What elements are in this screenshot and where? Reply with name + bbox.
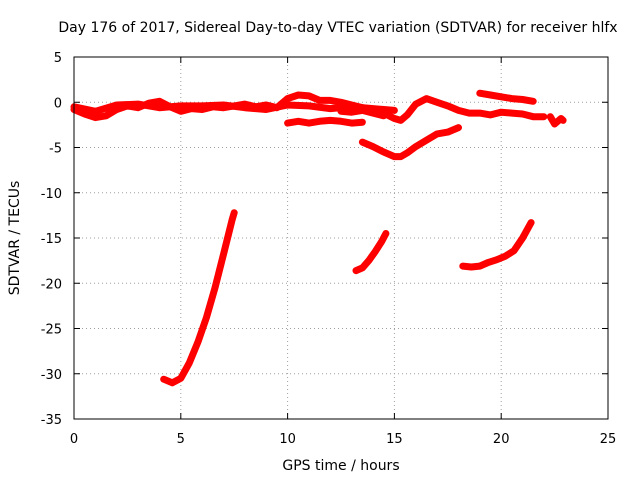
series-line-5	[476, 89, 537, 105]
axis-ticks	[73, 56, 609, 420]
series-line-9	[352, 230, 390, 275]
y-tick-label: -10	[41, 187, 62, 202]
y-tick-label: -25	[41, 323, 62, 338]
series-line-10	[459, 219, 535, 271]
y-tick-label: -35	[41, 413, 62, 428]
series-line-1	[70, 91, 548, 124]
x-tick-labels: 0 5 10 15 20 25	[70, 432, 616, 447]
y-tick-label: 0	[54, 96, 62, 111]
x-tick-label: 20	[493, 432, 510, 447]
x-tick-label: 10	[279, 432, 296, 447]
x-tick-label: 5	[177, 432, 185, 447]
series-line-6	[358, 124, 462, 161]
series-line-8	[160, 209, 238, 387]
y-tick-labels: 5 0 -5 -10 -15 -20 -25 -30 -35	[41, 51, 62, 428]
x-tick-label: 25	[600, 432, 617, 447]
series-line-3	[284, 116, 366, 127]
x-axis-label: GPS time / hours	[282, 458, 399, 474]
y-tick-label: 5	[54, 51, 62, 66]
series-line-4	[337, 106, 388, 120]
series-line-2	[70, 100, 398, 115]
y-tick-label: -5	[49, 142, 62, 157]
chart-title: Day 176 of 2017, Sidereal Day-to-day VTE…	[58, 20, 617, 36]
series-line-7	[546, 113, 567, 128]
x-tick-label: 0	[70, 432, 78, 447]
y-tick-label: -15	[41, 232, 62, 247]
data-series-group	[70, 89, 567, 387]
y-axis-label: SDTVAR / TECUs	[7, 181, 23, 296]
x-tick-label: 15	[386, 432, 403, 447]
y-tick-label: -30	[41, 368, 62, 383]
y-tick-label: -20	[41, 277, 62, 292]
